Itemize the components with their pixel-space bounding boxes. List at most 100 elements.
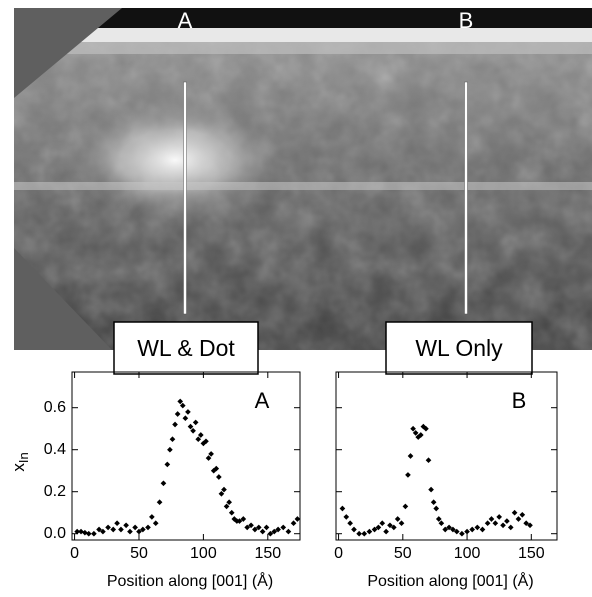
point (164, 461, 171, 468)
point (216, 474, 222, 480)
point (339, 505, 346, 512)
plots: 0 50 100 150 0.0 0.2 0.4 0.6 A Position along [00… (44, 371, 558, 590)
point (172, 421, 178, 428)
x-tick-label: 100 (454, 545, 481, 562)
point (240, 516, 247, 522)
point (205, 455, 212, 461)
y-tick-label: 0.0 (44, 525, 66, 542)
point (410, 425, 416, 432)
point (390, 524, 397, 531)
point (394, 516, 401, 522)
point (387, 522, 393, 529)
caption-box (385, 321, 533, 375)
point (192, 419, 199, 426)
point (511, 509, 518, 516)
point (248, 522, 254, 529)
point (430, 499, 437, 506)
point (405, 472, 411, 478)
point (464, 528, 470, 535)
point (167, 446, 173, 453)
point (356, 530, 362, 537)
point (379, 520, 386, 527)
caption: WL Only (415, 335, 503, 361)
x-axis-label: Position along [001] (Å) (367, 571, 533, 590)
point (182, 415, 189, 422)
point (169, 436, 176, 443)
point (85, 530, 92, 537)
x-tick-label: 0 (334, 545, 343, 562)
point (236, 518, 243, 524)
point (244, 524, 251, 531)
point (343, 514, 350, 520)
point (459, 530, 465, 537)
point (446, 524, 452, 531)
y-label-sub: In (16, 452, 31, 463)
point (91, 530, 97, 537)
marker-label: A (178, 8, 193, 33)
point (435, 516, 442, 522)
x-axis-label: Position along [001] (Å) (107, 571, 273, 590)
point (347, 520, 353, 527)
point (351, 526, 357, 533)
point (110, 526, 117, 533)
point (208, 451, 214, 457)
micrograph: A B (14, 8, 592, 350)
point (371, 526, 378, 533)
point (496, 514, 503, 520)
point (145, 524, 151, 531)
point (74, 528, 80, 535)
point (280, 524, 287, 531)
marker-label: B (459, 8, 474, 33)
point (179, 402, 186, 409)
point (474, 524, 481, 531)
point (484, 520, 491, 527)
point (96, 526, 102, 533)
x-tick-label: 150 (518, 545, 545, 562)
point (263, 524, 270, 531)
point (428, 486, 434, 493)
point (442, 526, 449, 533)
point (361, 530, 368, 537)
plot-frame (71, 371, 301, 541)
point (114, 520, 120, 527)
point (398, 520, 405, 527)
point (221, 486, 227, 493)
point (213, 465, 220, 472)
point (195, 436, 202, 443)
point (412, 430, 419, 436)
point (453, 528, 460, 535)
point (402, 503, 409, 510)
panel-label: B (512, 388, 527, 413)
x-tick-label: 50 (394, 545, 412, 562)
point (136, 528, 142, 535)
x-tick-label: 50 (130, 545, 148, 562)
point (500, 522, 506, 529)
point (100, 528, 106, 535)
y-tick-label: 0.2 (44, 483, 66, 500)
point (523, 520, 529, 527)
point (174, 411, 181, 417)
point (294, 516, 301, 522)
y-tick-label: 0.6 (44, 399, 66, 416)
point (197, 432, 204, 438)
point (226, 499, 232, 506)
caption-box (113, 321, 259, 375)
point (118, 526, 124, 533)
point (504, 518, 510, 524)
point (203, 438, 209, 445)
point (149, 514, 155, 520)
point (187, 423, 194, 430)
point (132, 524, 138, 531)
point (423, 425, 429, 432)
point (407, 453, 414, 459)
point (383, 528, 389, 535)
x-tick-label: 0 (70, 545, 79, 562)
y-axis-label: xIn (9, 452, 31, 471)
point (127, 528, 133, 535)
point (259, 528, 266, 535)
point (438, 520, 445, 527)
point (527, 522, 533, 529)
point (152, 520, 159, 527)
point (267, 530, 274, 537)
